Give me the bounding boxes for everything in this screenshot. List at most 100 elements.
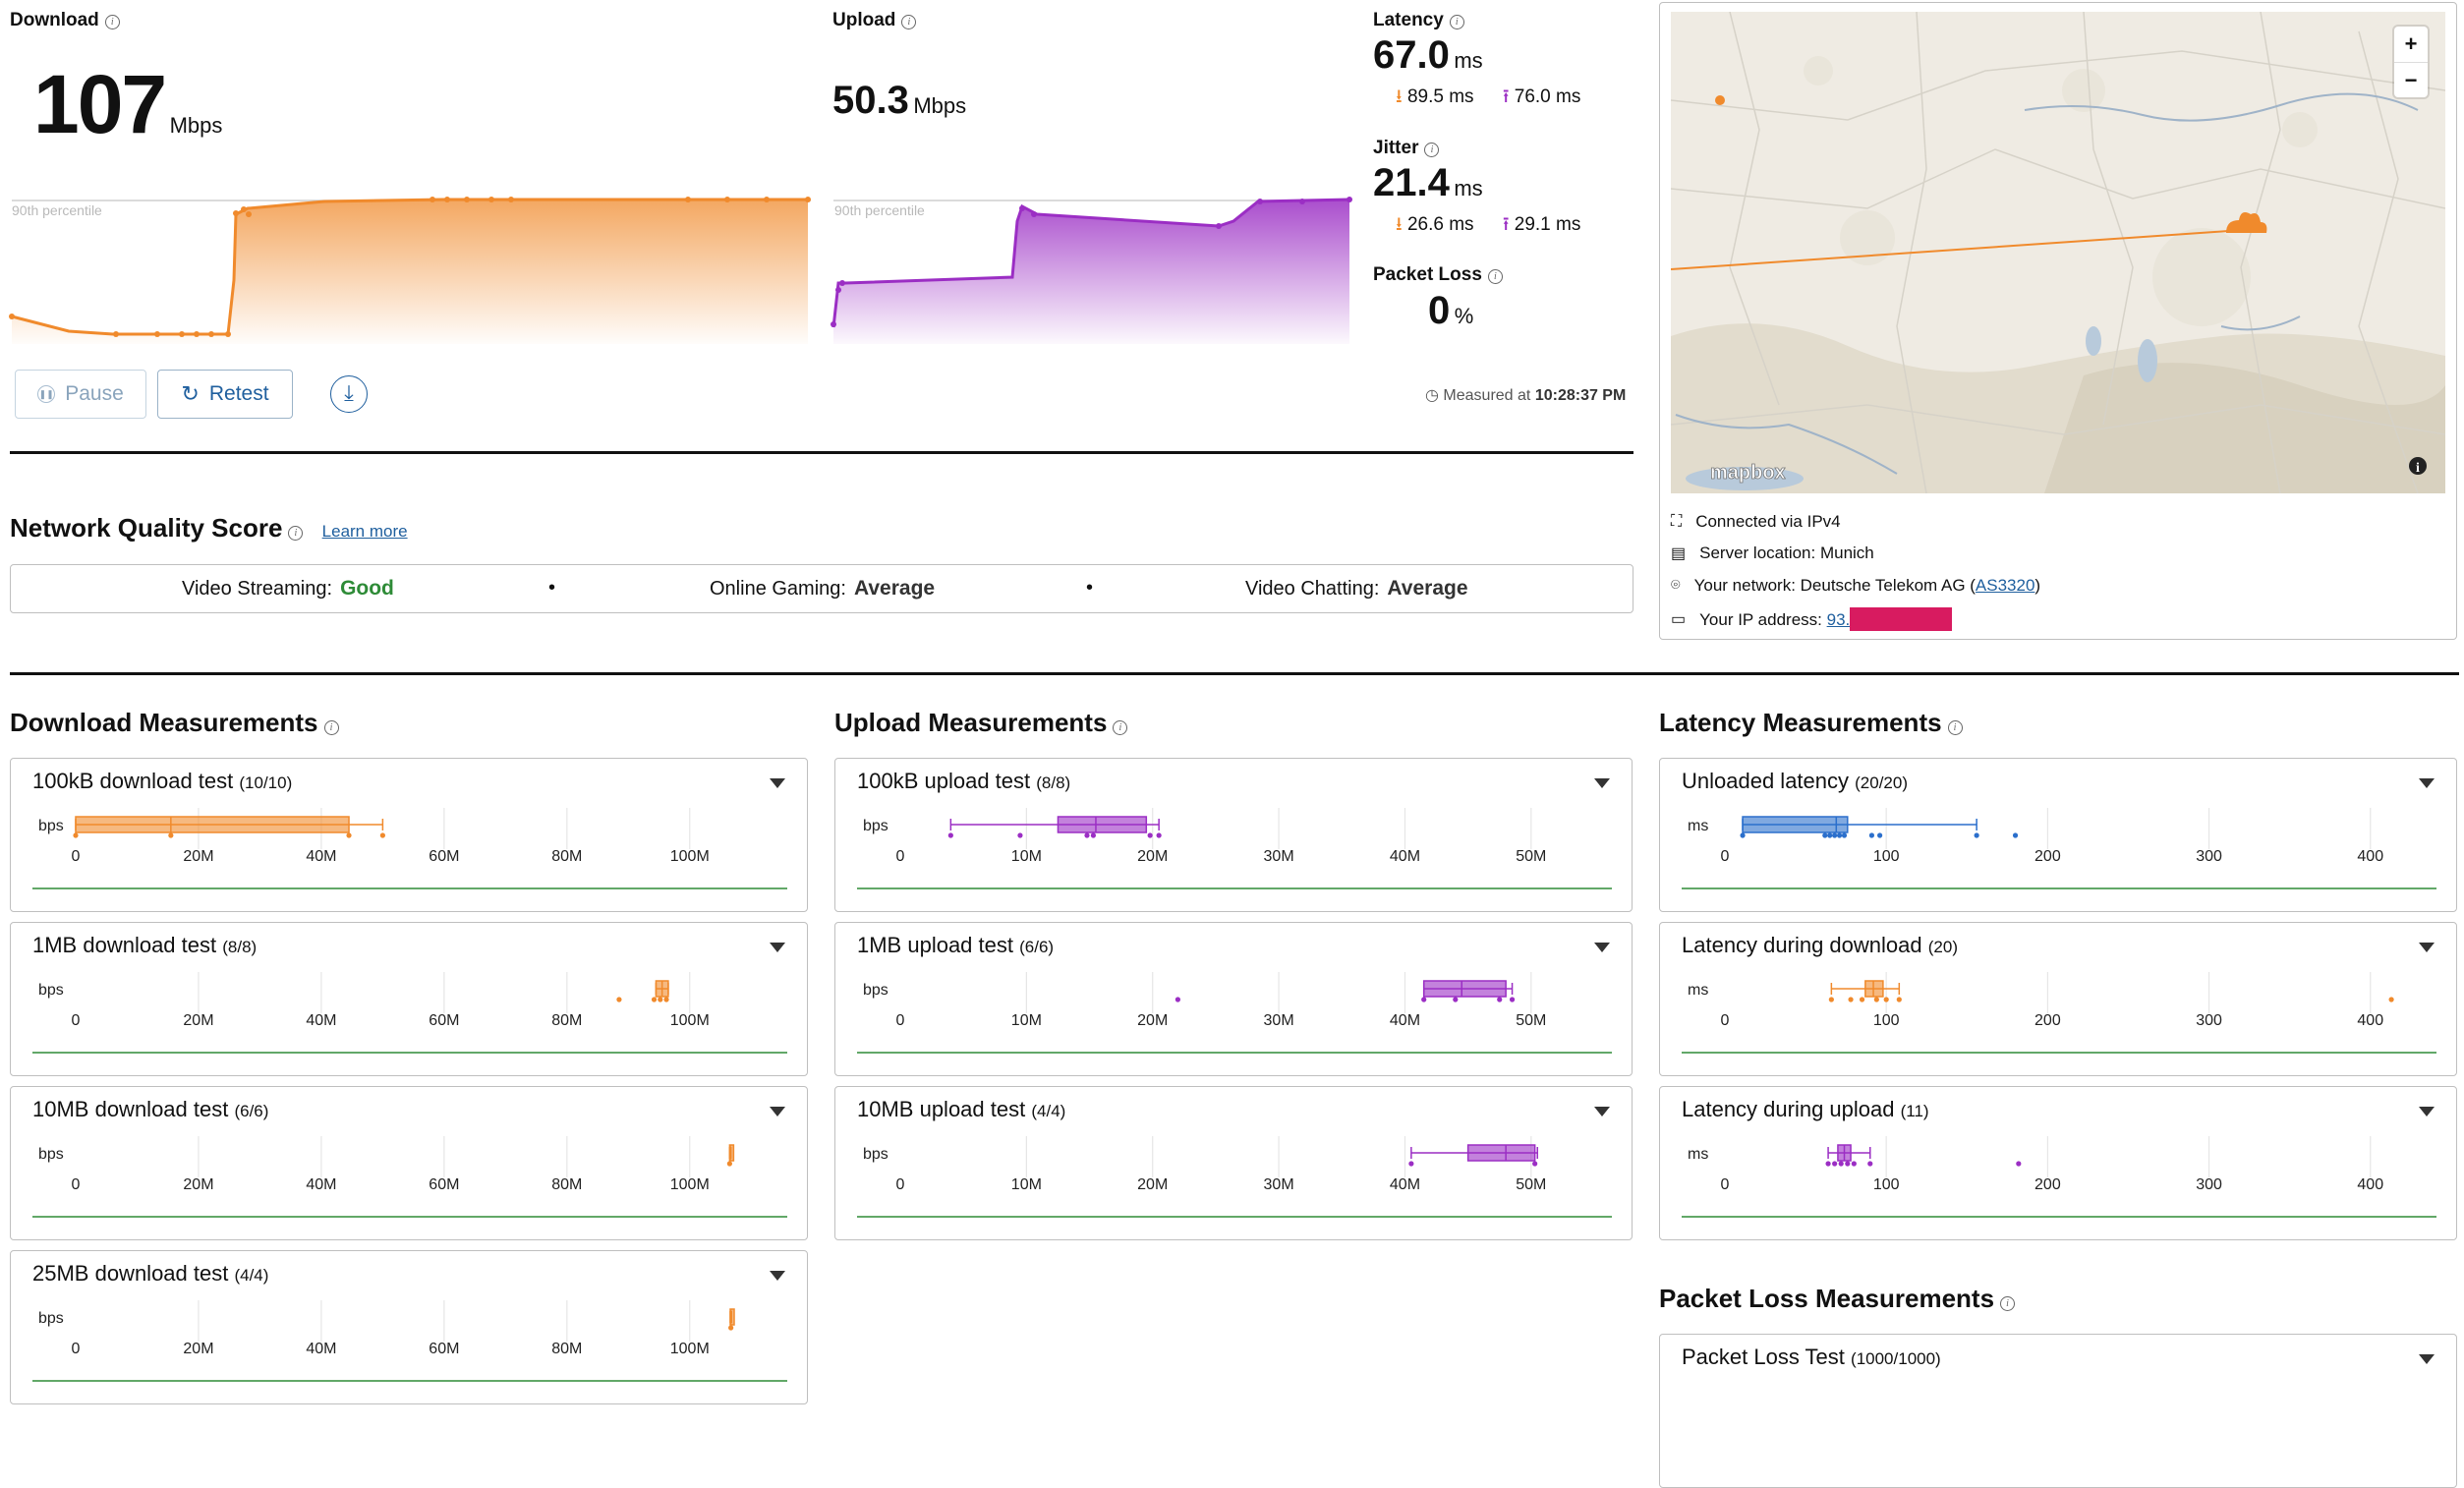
tick-label: 400 — [2357, 1176, 2383, 1193]
iqr-box — [75, 816, 350, 833]
learn-more-link[interactable]: Learn more — [321, 522, 408, 541]
upload-card[interactable]: 1MB upload test (6/6) bps 0 10M 20M 30M 40M 50M — [834, 922, 1633, 1076]
zoom-in-button[interactable]: + — [2394, 27, 2428, 63]
upload-card[interactable]: 10MB upload test (4/4) bps 0 10M 20M 30M 40M 50… — [834, 1086, 1633, 1240]
iqr-box — [1422, 980, 1507, 998]
info-icon[interactable]: i — [1947, 720, 1963, 735]
latency-card[interactable]: Latency during download (20) ms 0 100 200 300… — [1659, 922, 2457, 1076]
unit-label: bps — [863, 818, 888, 834]
chevron-down-icon[interactable] — [2419, 943, 2435, 952]
chevron-down-icon[interactable] — [1594, 778, 1610, 788]
refresh-icon: ↻ — [181, 381, 200, 406]
data-point — [1084, 832, 1090, 838]
retest-button[interactable]: ↻ Retest — [157, 370, 293, 419]
tick-label: 80M — [551, 1012, 582, 1029]
tick-label: 400 — [2357, 848, 2383, 865]
box-plot: bps 0 20M 40M 60M 80M 100M — [32, 808, 787, 889]
info-icon[interactable]: i — [1424, 143, 1440, 157]
data-point — [2012, 832, 2019, 838]
tick-label: 100M — [670, 848, 710, 865]
box-plot: bps 0 10M 20M 30M 40M 50M — [857, 1136, 1612, 1218]
online-gaming-score: Online Gaming: Average — [710, 577, 936, 600]
chevron-down-icon[interactable] — [770, 778, 785, 788]
box-plot: bps 0 20M 40M 60M 80M 100M — [32, 1300, 787, 1382]
packet_loss-card[interactable]: Packet Loss Test (1000/1000) — [1659, 1334, 2457, 1488]
unit-label: ms — [1688, 818, 1708, 834]
tick-label: 300 — [2196, 848, 2222, 865]
download-card[interactable]: 100kB download test (10/10) bps 0 20M 40M 60M… — [10, 758, 808, 912]
info-icon[interactable]: i — [1113, 720, 1128, 735]
data-point — [379, 832, 385, 838]
tick-label: 40M — [1390, 848, 1420, 865]
data-point — [1848, 997, 1854, 1002]
ip-address-row: ▭ Your IP address: 93. — [1671, 607, 1953, 631]
info-icon[interactable]: i — [288, 526, 304, 541]
info-icon[interactable]: i — [2000, 1296, 2016, 1311]
chevron-down-icon[interactable] — [770, 943, 785, 952]
download-label: Download i — [10, 10, 120, 31]
packet-loss-measurements-title: Packet Loss Measurements i — [1659, 1284, 2016, 1314]
card-title: 1MB download test (8/8) — [32, 933, 258, 957]
data-point — [1868, 832, 1875, 838]
info-icon[interactable]: i — [901, 15, 917, 29]
pause-button[interactable]: ❚❚ Pause — [15, 370, 146, 419]
tick-label: 20M — [1137, 848, 1168, 865]
upload-card[interactable]: 100kB upload test (8/8) bps 0 10M 20M 30M 40M 5… — [834, 758, 1633, 912]
tick-label: 0 — [72, 1012, 81, 1029]
info-icon[interactable]: i — [104, 15, 120, 29]
packet-loss-value: 0 % — [1428, 289, 1474, 332]
data-point — [663, 997, 669, 1002]
card-title: Packet Loss Test (1000/1000) — [1682, 1345, 1941, 1369]
data-point — [1859, 997, 1865, 1002]
box-plot: bps 0 10M 20M 30M 40M 50M — [857, 808, 1612, 889]
tick-label: 20M — [183, 1341, 213, 1357]
data-point — [1453, 997, 1459, 1002]
iqr-box — [1466, 1144, 1536, 1162]
tick-label: 30M — [1264, 1012, 1294, 1029]
box-plot: ms 0 100 200 300 400 — [1682, 1136, 2436, 1218]
download-card[interactable]: 25MB download test (4/4) bps 0 20M 40M 60M 80M… — [10, 1250, 808, 1404]
download-card[interactable]: 10MB download test (6/6) bps 0 20M 40M 60M 80M… — [10, 1086, 808, 1240]
data-point — [658, 997, 663, 1002]
chevron-down-icon[interactable] — [770, 1271, 785, 1281]
measured-at: ◷ Measured at 10:28:37 PM — [1425, 387, 1627, 404]
chevron-down-icon[interactable] — [2419, 778, 2435, 788]
mapbox-logo: mapbox — [1710, 462, 1786, 484]
separator-dot: • — [1086, 577, 1094, 599]
download-value: 107 Mbps — [33, 58, 223, 150]
data-point — [1156, 832, 1162, 838]
tick-label: 50M — [1516, 848, 1546, 865]
data-point — [2016, 1161, 2022, 1167]
box-plot: ms 0 100 200 300 400 — [1682, 972, 2436, 1054]
data-point — [1841, 832, 1848, 838]
data-point — [168, 832, 174, 838]
download-card[interactable]: 1MB download test (8/8) bps 0 20M 40M 60M 80M 1… — [10, 922, 808, 1076]
data-point — [1175, 997, 1180, 1002]
chevron-down-icon[interactable] — [770, 1107, 785, 1116]
download-results-icon[interactable]: ⤓ — [330, 375, 368, 413]
asn-link[interactable]: AS3320 — [1975, 576, 2035, 595]
zoom-out-button[interactable]: − — [2404, 68, 2418, 92]
unit-label: bps — [38, 1310, 64, 1327]
chevron-down-icon[interactable] — [1594, 1107, 1610, 1116]
location-pin-icon: ⌾ — [1671, 577, 1681, 594]
box-plot: bps 0 10M 20M 30M 40M 50M — [857, 972, 1612, 1054]
ip-address-link[interactable]: 93. — [1826, 610, 1851, 629]
info-icon[interactable]: i — [1487, 269, 1503, 284]
server-map[interactable]: mapbox i — [1671, 12, 2445, 493]
latency-card[interactable]: Unloaded latency (20/20) ms 0 100 200 300 400 — [1659, 758, 2457, 912]
tick-label: 20M — [183, 1012, 213, 1029]
redacted-ip — [1850, 607, 1953, 631]
tick-label: 200 — [2034, 1012, 2061, 1029]
tick-label: 20M — [183, 848, 213, 865]
latency-card[interactable]: Latency during upload (11) ms 0 100 200 300 40… — [1659, 1086, 2457, 1240]
chevron-down-icon[interactable] — [2419, 1107, 2435, 1116]
card-title: 1MB upload test (6/6) — [857, 933, 1055, 957]
chevron-down-icon[interactable] — [1594, 943, 1610, 952]
info-icon[interactable]: i — [323, 720, 339, 735]
iqr-box — [1057, 816, 1148, 833]
chevron-down-icon[interactable] — [2419, 1354, 2435, 1364]
server-info-panel — [1659, 2, 2457, 640]
info-icon[interactable]: i — [1449, 15, 1464, 29]
download-percentile-label: 90th percentile — [12, 202, 102, 218]
